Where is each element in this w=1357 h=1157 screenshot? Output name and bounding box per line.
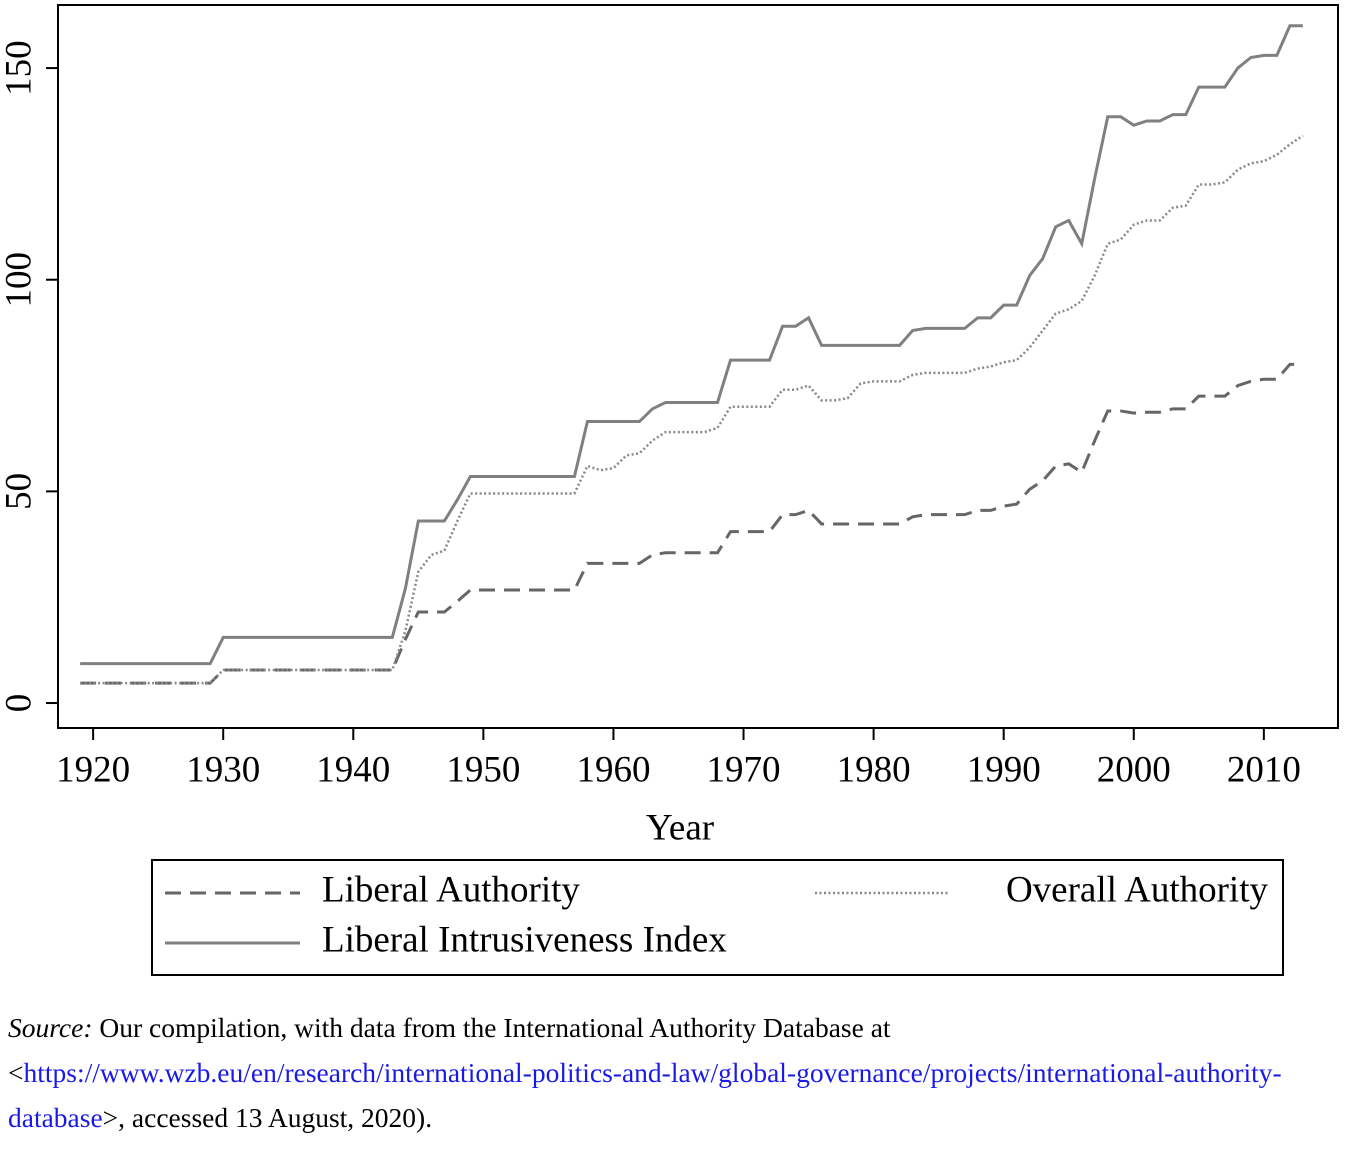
- x-tick-label: 1920: [56, 749, 130, 790]
- caption-text: Our compilation, with data from the Inte…: [8, 1012, 891, 1088]
- y-tick-label: 100: [0, 252, 39, 308]
- x-tick-label: 1930: [186, 749, 260, 790]
- plot-frame: [57, 4, 1339, 729]
- y-tick-label: 50: [0, 473, 39, 510]
- x-tick-label: 2010: [1227, 749, 1301, 790]
- x-tick-label: 1980: [837, 749, 911, 790]
- x-tick-label: 1990: [967, 749, 1041, 790]
- legend-label: Overall Authority: [1006, 869, 1269, 910]
- y-tick-label: 0: [0, 694, 39, 713]
- x-tick-label: 1950: [446, 749, 520, 790]
- x-tick-label: 1940: [316, 749, 390, 790]
- y-tick-label: 150: [0, 40, 39, 96]
- x-tick-label: 2000: [1097, 749, 1171, 790]
- series-line: [80, 24, 1303, 666]
- caption: Source: Our compilation, with data from …: [8, 1005, 1293, 1140]
- legend-label: Liberal Authority: [322, 869, 580, 910]
- x-tick-label: 1970: [707, 749, 781, 790]
- series-line: [80, 134, 1304, 685]
- legend-box: [151, 859, 1284, 976]
- source-label: Source:: [8, 1012, 93, 1043]
- caption-end: >, accessed 13 August, 2020).: [102, 1102, 433, 1133]
- chart: Year 1920 1930 1940 1950 1960 1970 1980 1990 200…: [0, 4, 1339, 976]
- series-line: [80, 362, 1303, 685]
- legend-label: Liberal Intrusiveness Index: [322, 919, 727, 960]
- x-tick-label: 1960: [576, 749, 650, 790]
- x-axis-title: Year: [646, 807, 714, 848]
- caption-link[interactable]: https://www.wzb.eu/en/research/internati…: [8, 1057, 1282, 1133]
